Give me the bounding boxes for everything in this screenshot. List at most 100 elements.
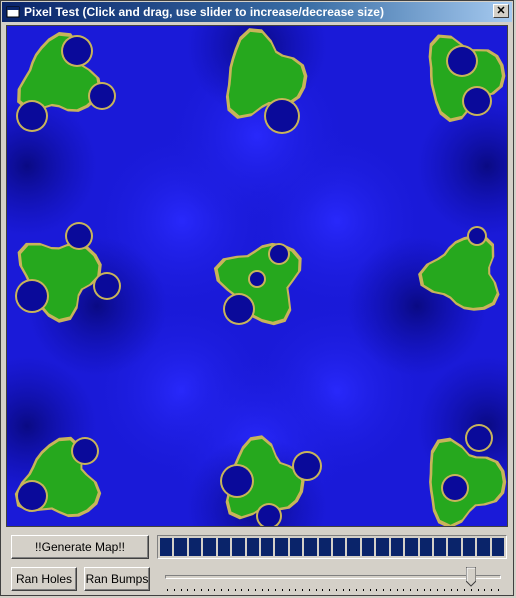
progress-segment: [174, 538, 187, 556]
progress-segment: [419, 538, 433, 556]
slider-tick: [329, 589, 330, 591]
slider-tick: [221, 589, 222, 591]
slider-tick: [261, 589, 263, 591]
progress-segment: [246, 538, 259, 556]
slider-tick: [484, 589, 486, 591]
slider-tick: [335, 589, 337, 591]
slider-tick: [194, 589, 195, 591]
slider-tick: [254, 589, 256, 591]
slider-tick: [430, 589, 432, 591]
slider-tick: [457, 589, 459, 591]
slider-tick: [234, 589, 236, 591]
slider-tick: [248, 589, 249, 591]
progress-segment: [203, 538, 216, 556]
map-canvas[interactable]: [6, 25, 508, 527]
slider-tick: [437, 589, 438, 591]
slider-tick: [450, 589, 452, 591]
progress-segment: [333, 538, 346, 556]
slider-tick: [268, 589, 270, 591]
island: [428, 34, 506, 123]
slider-tick: [362, 589, 364, 591]
slider-tick: [342, 589, 344, 591]
slider-tick: [443, 589, 445, 591]
generate-map-button[interactable]: !!Generate Map!!: [11, 535, 149, 559]
slider-tick: [281, 589, 283, 591]
progress-segment: [260, 538, 274, 556]
progress-segment: [160, 538, 173, 556]
close-icon: ✕: [496, 5, 506, 17]
progress-segment: [361, 538, 375, 556]
progress-segment: [232, 538, 245, 556]
progress-segment: [462, 538, 476, 556]
progress-segment: [491, 538, 505, 556]
slider-tick: [464, 589, 465, 591]
slider-track[interactable]: [165, 575, 501, 579]
island: [220, 435, 322, 526]
slider-tick: [416, 589, 418, 591]
island: [225, 28, 308, 134]
island: [418, 226, 500, 311]
progress-segment: [304, 538, 317, 556]
slider-tick: [288, 589, 290, 591]
slider-tick: [389, 589, 391, 591]
slider-tick: [200, 589, 202, 591]
island: [16, 32, 116, 132]
progress-segment: [448, 538, 461, 556]
close-button[interactable]: ✕: [493, 4, 509, 18]
slider-tick: [302, 589, 303, 591]
size-slider[interactable]: [163, 567, 503, 595]
progress-segment: [188, 538, 202, 556]
slider-tick: [376, 589, 378, 591]
island: [429, 424, 507, 526]
progress-segment: [347, 538, 360, 556]
slider-tick: [173, 589, 175, 591]
map-image: [7, 26, 507, 526]
slider-tick: [187, 589, 189, 591]
slider-tick: [214, 589, 216, 591]
slider-tick: [491, 589, 492, 591]
slider-tick: [477, 589, 479, 591]
island: [213, 242, 302, 326]
slider-tick: [275, 589, 276, 591]
progress-segment: [434, 538, 447, 556]
slider-tick: [410, 589, 411, 591]
progress-fill: [160, 538, 505, 556]
progress-segment: [477, 538, 490, 556]
slider-tick: [396, 589, 398, 591]
title-bar[interactable]: Pixel Test (Click and drag, use slider t…: [2, 2, 512, 22]
slider-tick: [403, 589, 405, 591]
slider-tick: [383, 589, 384, 591]
slider-tick: [497, 589, 499, 591]
progress-segment: [318, 538, 332, 556]
slider-tick: [356, 589, 357, 591]
progress-segment: [217, 538, 231, 556]
slider-tick: [369, 589, 371, 591]
slider-tick: [295, 589, 297, 591]
progress-segment: [289, 538, 303, 556]
slider-thumb[interactable]: [465, 567, 476, 587]
random-bumps-button[interactable]: Ran Bumps: [84, 567, 150, 591]
window-title: Pixel Test (Click and drag, use slider t…: [24, 5, 384, 19]
slider-tick: [207, 589, 209, 591]
slider-tick: [470, 589, 472, 591]
slider-tick: [227, 589, 229, 591]
progress-segment: [405, 538, 418, 556]
island: [15, 222, 121, 323]
slider-tick: [180, 589, 182, 591]
progress-bar: [157, 535, 507, 559]
slider-ticks: [167, 589, 499, 593]
slider-tick: [322, 589, 324, 591]
progress-segment: [376, 538, 389, 556]
slider-tick: [308, 589, 310, 591]
progress-segment: [390, 538, 404, 556]
slider-tick: [315, 589, 317, 591]
random-holes-button[interactable]: Ran Holes: [11, 567, 77, 591]
window-icon[interactable]: [6, 5, 20, 19]
slider-tick: [423, 589, 425, 591]
slider-tick: [241, 589, 243, 591]
slider-tick: [167, 589, 168, 591]
island: [14, 436, 102, 518]
slider-tick: [349, 589, 351, 591]
progress-segment: [275, 538, 288, 556]
